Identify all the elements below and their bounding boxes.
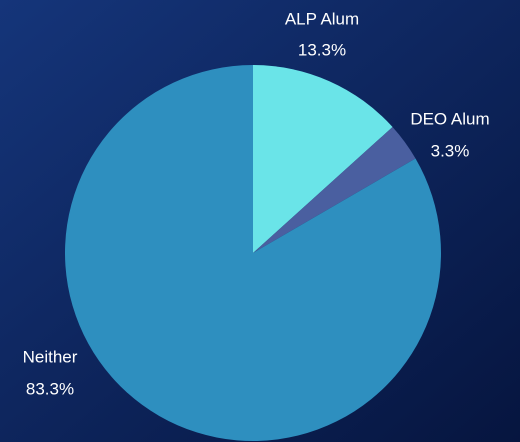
slice-value-label: 13.3% (298, 40, 346, 59)
pie-slice (253, 65, 393, 253)
slice-category-label: Neither (23, 347, 78, 366)
slice-value-label: 3.3% (431, 141, 470, 160)
pie-slice (64, 65, 442, 441)
slice-value-label: 83.3% (26, 379, 74, 398)
slice-category-label: ALP Alum (285, 9, 359, 28)
pie (64, 65, 442, 441)
slice-category-label: DEO Alum (410, 109, 489, 128)
pie-slice (253, 127, 416, 253)
